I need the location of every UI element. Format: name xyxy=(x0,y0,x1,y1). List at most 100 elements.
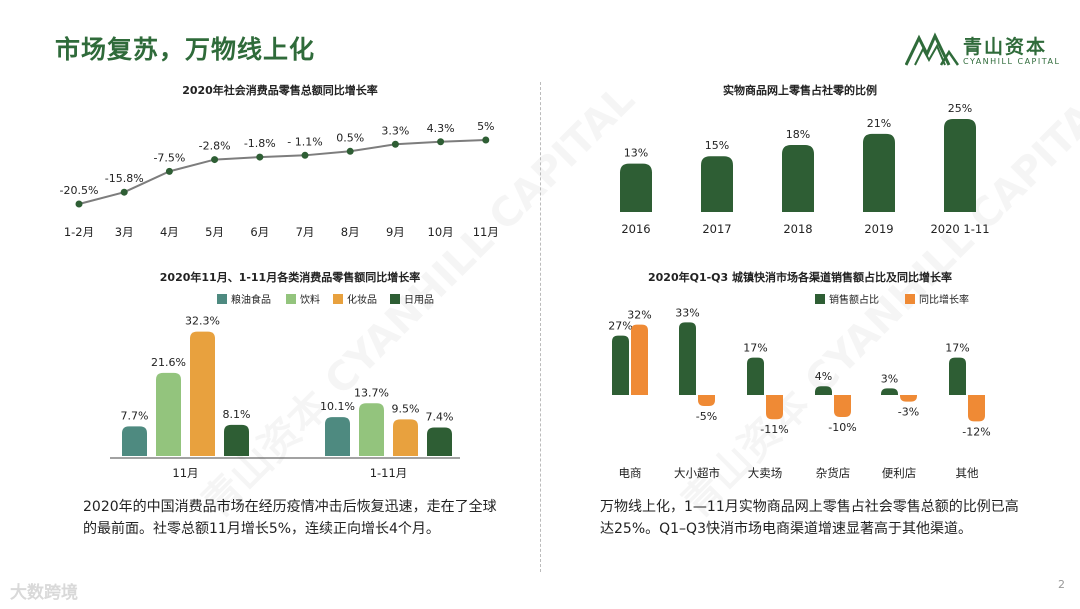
category-growth-bar xyxy=(122,426,147,456)
channel-bar xyxy=(747,357,764,395)
online-share-value: 25% xyxy=(948,102,972,115)
line-x-tick: 9月 xyxy=(386,225,405,239)
channel-value: -12% xyxy=(962,425,990,438)
legend-label: 粮油食品 xyxy=(231,293,271,306)
channel-value: -5% xyxy=(696,410,717,423)
line-chart-title: 2020年社会消费品零售总额同比增长率 xyxy=(182,83,378,97)
channel-x-tick: 大卖场 xyxy=(748,466,783,480)
category-growth-bar xyxy=(359,403,384,456)
channel-bar xyxy=(679,322,696,395)
channel-x-tick: 大小超市 xyxy=(674,466,720,480)
center-divider xyxy=(540,82,541,572)
bottom-logo: 大数跨境 xyxy=(10,583,78,603)
online-share-bar xyxy=(620,163,652,212)
channel-x-tick: 其他 xyxy=(956,466,979,480)
legend-label: 销售额占比 xyxy=(829,293,879,306)
channel-x-tick: 便利店 xyxy=(882,466,917,480)
legend-swatch xyxy=(815,294,825,304)
line-data-label: -2.8% xyxy=(199,140,231,153)
category-growth-bar xyxy=(224,424,249,456)
channel-value: 17% xyxy=(743,342,767,355)
channel-value: 33% xyxy=(675,306,699,319)
category-growth-value: 7.7% xyxy=(121,409,149,422)
line-data-label: 0.5% xyxy=(336,131,364,144)
line-x-tick: 8月 xyxy=(341,225,360,239)
legend-label: 同比增长率 xyxy=(919,293,969,306)
channel-bar xyxy=(900,395,917,402)
line-point xyxy=(211,156,219,164)
line-x-tick: 4月 xyxy=(160,225,179,239)
channel-x-tick: 电商 xyxy=(619,466,642,480)
legend-swatch xyxy=(333,294,343,304)
category-growth-value: 21.6% xyxy=(151,356,186,369)
page-number: 2 xyxy=(1058,578,1065,591)
line-x-tick: 11月 xyxy=(473,225,499,239)
category-growth-value: 8.1% xyxy=(223,408,251,421)
line-point xyxy=(482,136,490,144)
line-x-tick: 5月 xyxy=(205,225,224,239)
line-x-tick: 3月 xyxy=(115,225,134,239)
channel-value: -3% xyxy=(898,406,919,419)
channel-value: 4% xyxy=(815,370,832,383)
channel-bar xyxy=(631,324,648,395)
online-share-bar xyxy=(944,119,976,212)
line-point xyxy=(165,167,173,175)
legend-label: 化妆品 xyxy=(347,293,377,306)
channel-bar xyxy=(881,388,898,395)
category-growth-bar xyxy=(156,372,181,456)
online-share-title: 实物商品网上零售占社零的比例 xyxy=(723,83,877,97)
channel-value: 27% xyxy=(608,320,632,333)
category-growth-x-tick: 1-11月 xyxy=(370,466,408,480)
channel-bar xyxy=(612,335,629,395)
legend-swatch xyxy=(390,294,400,304)
channel-value: 17% xyxy=(945,342,969,355)
line-x-tick: 10月 xyxy=(428,225,454,239)
channel-value: 32% xyxy=(627,309,651,322)
logo-text-en: CYANHILL CAPITAL xyxy=(963,57,1061,66)
line-data-label: -7.5% xyxy=(153,151,185,164)
channel-value: -10% xyxy=(828,421,856,434)
channel-bar xyxy=(834,395,851,417)
line-x-tick: 1-2月 xyxy=(64,225,94,239)
line-x-tick: 7月 xyxy=(296,225,315,239)
line-point xyxy=(391,140,399,148)
line-x-tick: 6月 xyxy=(250,225,269,239)
legend-swatch xyxy=(286,294,296,304)
line-data-label: -20.5% xyxy=(60,184,99,197)
category-growth-value: 32.3% xyxy=(185,315,220,328)
online-share-value: 13% xyxy=(624,147,648,160)
category-growth-bar xyxy=(393,419,418,456)
category-growth-bar xyxy=(325,417,350,456)
channel-value: 3% xyxy=(881,372,898,385)
category-growth-title: 2020年11月、1-11月各类消费品零售额同比增长率 xyxy=(160,270,420,284)
category-growth-value: 9.5% xyxy=(392,402,420,415)
online-share-x-tick: 2017 xyxy=(702,222,731,236)
legend-label: 饮料 xyxy=(300,293,320,306)
channel-x-tick: 杂货店 xyxy=(816,466,851,480)
company-logo: 青山资本 CYANHILL CAPITAL xyxy=(904,32,1059,68)
channel-bar xyxy=(968,395,985,422)
category-growth-value: 10.1% xyxy=(320,400,355,413)
line-data-label: 3.3% xyxy=(381,124,409,137)
online-share-value: 15% xyxy=(705,139,729,152)
channel-bar xyxy=(949,357,966,395)
online-share-x-tick: 2019 xyxy=(864,222,893,236)
line-point xyxy=(75,200,83,208)
line-data-label: -1.8% xyxy=(244,137,276,150)
mountain-logo-icon xyxy=(904,32,960,66)
category-growth-x-tick: 11月 xyxy=(172,466,198,480)
online-share-value: 18% xyxy=(786,128,810,141)
line-data-label: 5% xyxy=(477,120,494,133)
channel-bar xyxy=(698,395,715,406)
summary-right: 万物线上化，1—11月实物商品网上零售占社会零售总额的比例已高达25%。Q1–Q… xyxy=(600,499,1019,537)
online-share-x-tick: 2016 xyxy=(621,222,650,236)
category-growth-value: 13.7% xyxy=(354,386,389,399)
line-data-label: 4.3% xyxy=(427,122,455,135)
online-share-x-tick: 2020 1-11 xyxy=(930,222,989,236)
line-point xyxy=(256,153,264,161)
line-data-label: -15.8% xyxy=(105,172,144,185)
category-growth-bar xyxy=(427,427,452,456)
line-point xyxy=(120,188,128,196)
summary-left: 2020年的中国消费品市场在经历疫情冲击后恢复迅速，走在了全球的最前面。社零总额… xyxy=(83,499,497,537)
